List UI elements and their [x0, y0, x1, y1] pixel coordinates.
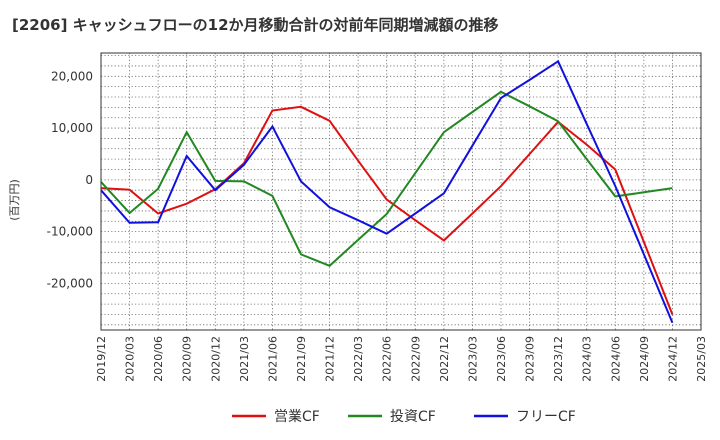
x-tick-label: 2024/12 [666, 336, 679, 382]
x-tick-label: 2019/12 [95, 336, 108, 382]
plot-background [101, 53, 701, 330]
x-tick-label: 2021/12 [324, 336, 337, 382]
legend-label-1: 営業CF [274, 409, 320, 425]
y-axis-label: (百万円) [8, 179, 21, 221]
grid-lines [101, 53, 701, 330]
series-layer [100, 59, 674, 324]
legend-label-2: 投資CF [390, 409, 436, 425]
x-tick-label: 2024/09 [638, 336, 651, 382]
x-tick-labels: 2019/12 2020/03 2020/06 2020/09 2020/12 2021/… [95, 336, 708, 382]
plot-frame [100, 52, 702, 331]
x-tick-label: 2022/06 [381, 336, 394, 382]
legend-label-3: フリーCF [516, 409, 576, 425]
x-tick-label: 2021/09 [295, 336, 308, 382]
axes [100, 52, 702, 331]
x-tick-label: 2020/03 [124, 336, 137, 382]
x-tick-label: 2021/06 [266, 336, 279, 382]
x-tick-label: 2024/03 [581, 336, 594, 382]
series-line-1 [100, 105, 674, 315]
x-tick-label: 2022/09 [409, 336, 422, 382]
chart-title: [2206] キャッシュフローの12か月移動合計の対前年同期増減額の推移 [12, 16, 499, 34]
x-tick-label: 2023/12 [552, 336, 565, 382]
x-tick-label: 2023/09 [524, 336, 537, 382]
y-tick-label: 20,000 [51, 69, 93, 83]
plot-area [101, 53, 701, 330]
y-tick-label: 10,000 [51, 121, 93, 135]
x-tick-label: 2024/06 [609, 336, 622, 382]
x-tick-label: 2020/12 [209, 336, 222, 382]
x-tick-label: 2022/03 [352, 336, 365, 382]
x-tick-label: 2020/09 [181, 336, 194, 382]
x-tick-label: 2023/03 [466, 336, 479, 382]
y-tick-label: -20,000 [47, 276, 93, 290]
x-tick-label: 2022/12 [438, 336, 451, 382]
y-tick-label: 0 [85, 173, 93, 187]
series-line-3 [100, 59, 674, 324]
x-tick-label: 2021/03 [238, 336, 251, 382]
x-tick-label: 2023/06 [495, 336, 508, 382]
y-tick-labels: 20,000 10,000 0 -10,000 -20,000 [47, 69, 93, 290]
legend: 営業CF 投資CF フリーCF [232, 409, 576, 425]
x-tick-label: 2020/06 [152, 336, 165, 382]
series-line-2 [100, 90, 673, 267]
x-tick-label: 2025/03 [695, 336, 708, 382]
y-tick-label: -10,000 [47, 225, 93, 239]
